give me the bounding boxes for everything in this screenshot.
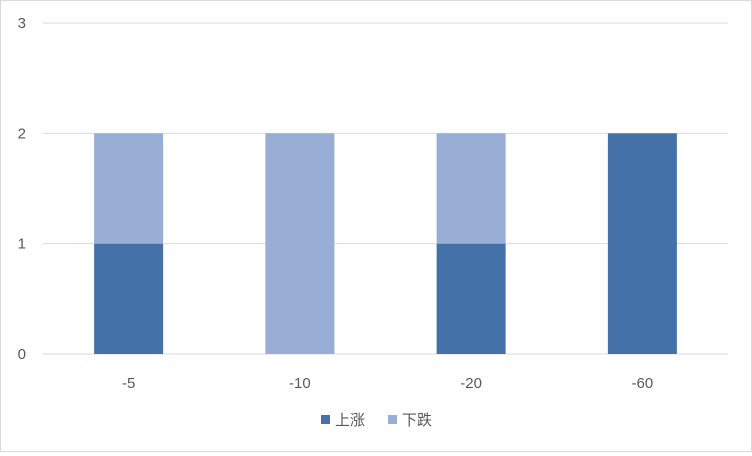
y-tick-label: 0 [18,346,26,363]
legend-swatch [388,415,397,424]
y-tick-label: 1 [18,236,26,253]
bar-up--5 [94,243,164,354]
bar-up--60 [607,133,677,354]
legend: 上涨 下跌 [321,412,432,429]
x-tick-label: -5 [122,375,135,392]
legend-label: 下跌 [402,412,432,429]
bar-down--10 [265,133,335,354]
y-tick-label: 2 [18,125,26,142]
x-tick-label: -10 [289,375,311,392]
x-tick-label: -20 [460,375,482,392]
bar-down--20 [436,133,506,244]
legend-swatch [321,415,330,424]
x-axis-ticks: -5 -10 -20 -60 [122,375,653,392]
y-axis-ticks: 0 1 2 3 [18,15,26,363]
legend-label: 上涨 [335,412,365,429]
bar-up--20 [436,243,506,354]
y-tick-label: 3 [18,15,26,32]
bar-down--5 [94,133,164,244]
x-tick-label: -60 [632,375,654,392]
bars [94,133,677,354]
